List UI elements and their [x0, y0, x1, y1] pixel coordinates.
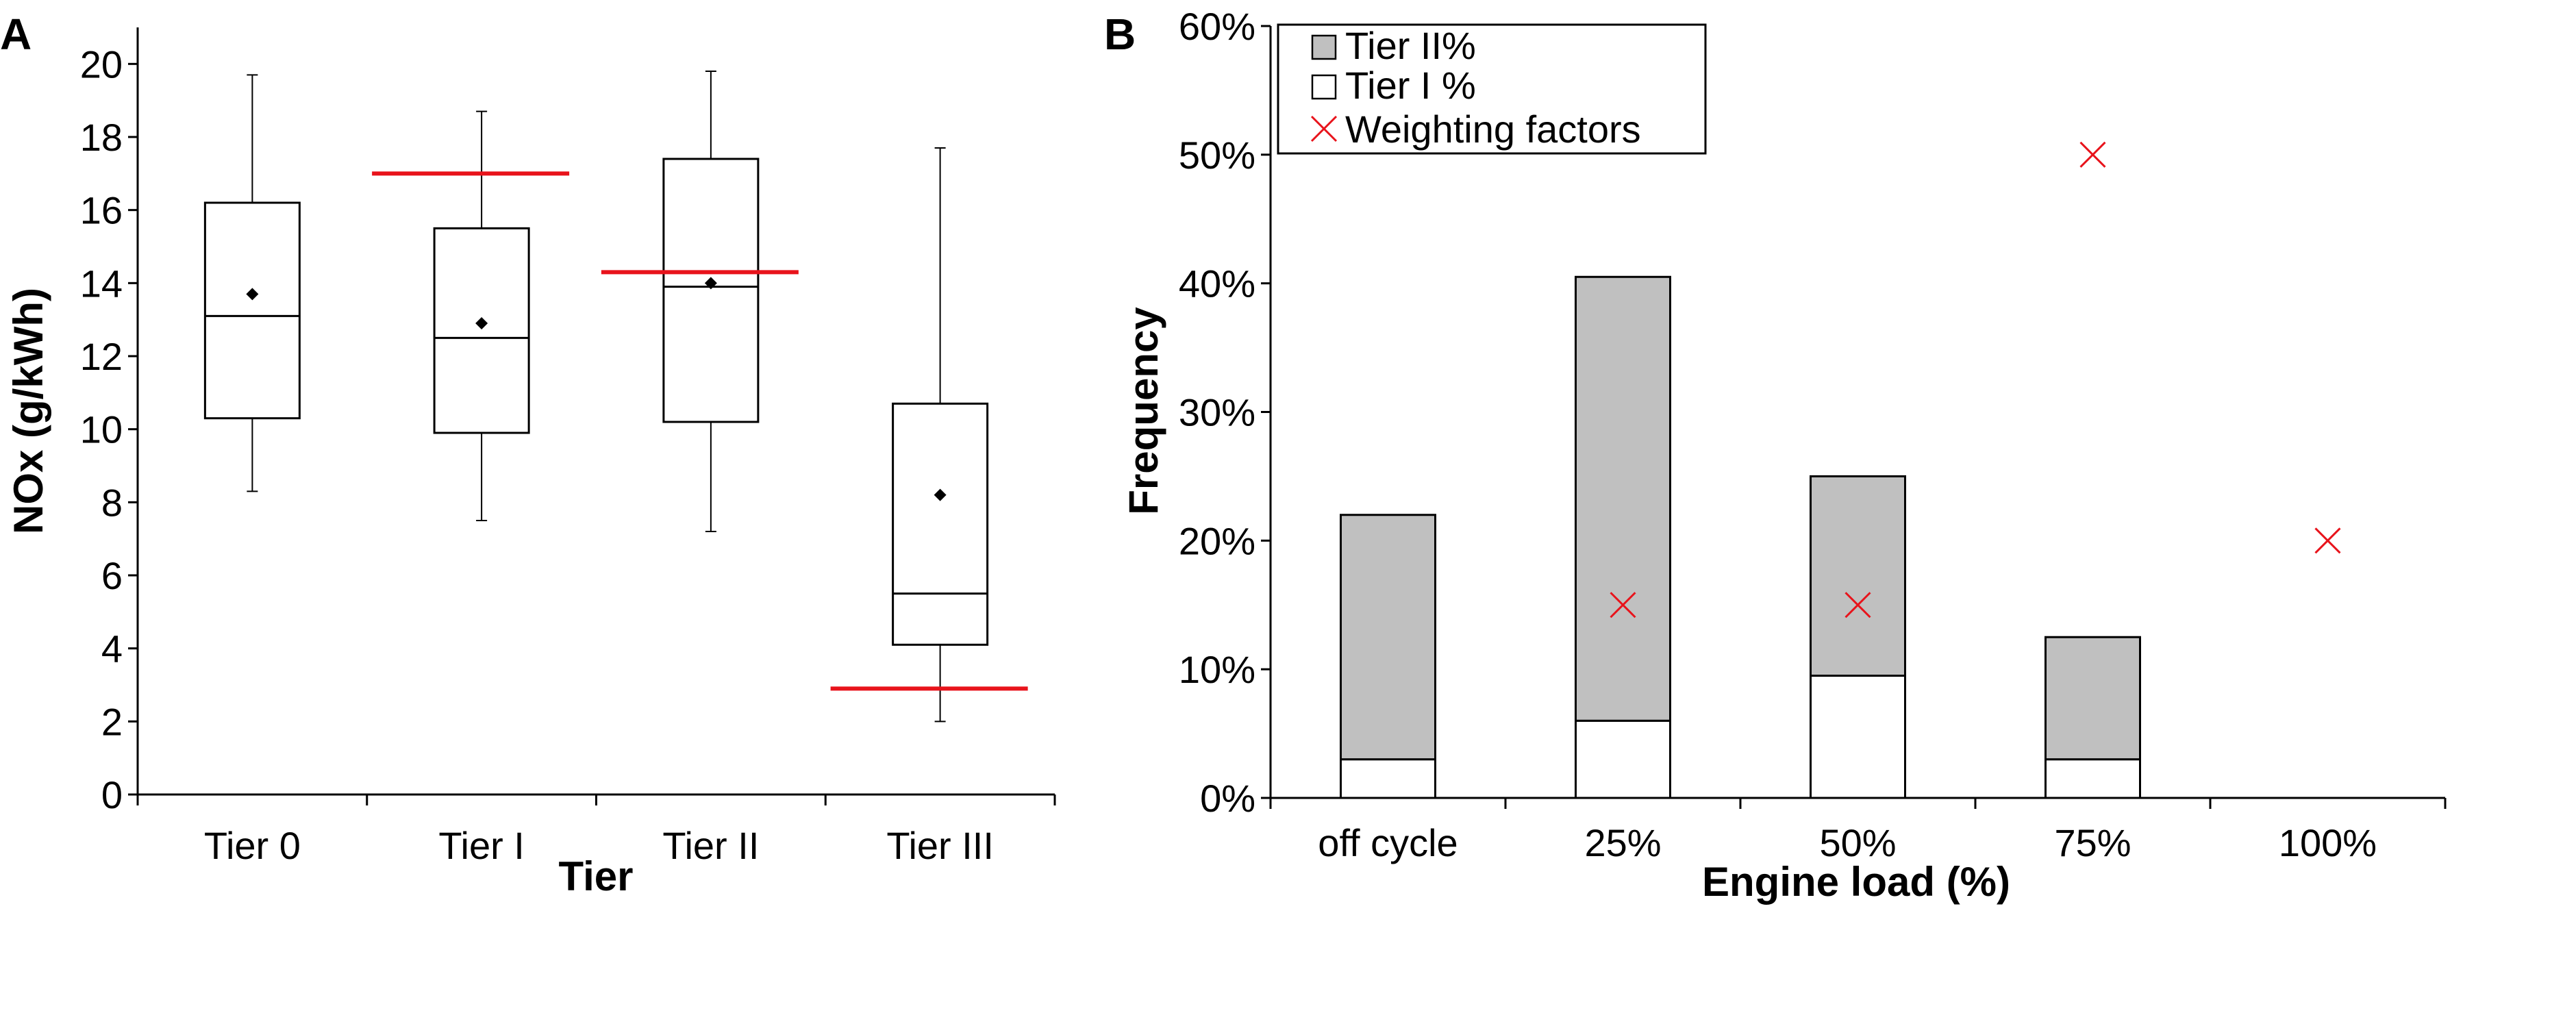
weighting-factor-marker — [1845, 592, 1871, 618]
x-tick-label: Tier II — [662, 824, 759, 867]
legend-marker-weighting — [1310, 115, 1338, 142]
x-tick-label: off cycle — [1318, 821, 1458, 864]
legend-label-weighting: Weighting factors — [1345, 108, 1641, 151]
iqr-box — [892, 402, 989, 646]
y-tick-label: 20 — [80, 42, 123, 86]
weighting-factor-marker — [2314, 527, 2341, 554]
y-tick-label: 20% — [1179, 519, 1255, 562]
bar-tier-ii — [2044, 636, 2141, 761]
y-tick-label: 10 — [80, 408, 123, 451]
legend: Tier II% Tier I % Weighting factors — [1277, 23, 1707, 155]
panel-a-x-axis-title: Tier — [559, 853, 634, 899]
box-tier-iii — [830, 147, 1028, 723]
legend-box — [1277, 23, 1707, 155]
y-tick-label: 16 — [80, 189, 123, 232]
mean-marker — [475, 317, 488, 329]
weighting-factor-marker — [2079, 141, 2106, 168]
y-tick-label: 10% — [1179, 648, 1255, 691]
y-tick-label: 18 — [80, 116, 123, 159]
legend-label-tier-ii: Tier II% — [1345, 24, 1476, 67]
bar-tier-ii — [1810, 475, 1906, 677]
x-tick-label: 100% — [2279, 821, 2377, 864]
bar-tier-i — [2044, 758, 2141, 799]
bar-tier-i — [1575, 719, 1671, 799]
y-tick-label: 30% — [1179, 391, 1255, 434]
weighting-factor-marker — [1610, 592, 1636, 618]
y-tick-label: 4 — [101, 627, 123, 671]
x-tick-label: 25% — [1584, 821, 1661, 864]
x-tick-label: Tier I — [438, 824, 524, 867]
y-tick-label: 50% — [1179, 134, 1255, 177]
legend-swatch-tier-i — [1311, 74, 1337, 100]
y-tick-label: 14 — [80, 262, 123, 305]
y-tick-label: 12 — [80, 335, 123, 378]
panel-b: B 0% 10% 20% 30% 40% 50% 60% off cycle 25% 50% 75… — [1104, 5, 2447, 905]
panel-b-letter: B — [1104, 10, 1136, 59]
panel-b-y-axis-title: Frequency — [1121, 307, 1166, 515]
legend-swatch-tier-ii — [1311, 34, 1337, 60]
mean-marker — [704, 277, 717, 290]
mean-marker — [934, 488, 947, 501]
x-tick-label: 75% — [2054, 821, 2131, 864]
box-tier-ii — [601, 71, 799, 532]
panel-a: A 0 2 4 6 8 10 12 14 16 18 20 Tier 0 Tier I Tier II T… — [0, 10, 1056, 899]
y-tick-label: 0 — [101, 773, 123, 816]
x-tick-label: 50% — [1819, 821, 1896, 864]
legend-label-tier-i: Tier I % — [1345, 64, 1476, 107]
bar-tier-i — [1810, 675, 1906, 799]
box-tier-i — [372, 110, 570, 521]
y-tick-label: 40% — [1179, 262, 1255, 305]
y-tick-label: 60% — [1179, 5, 1255, 48]
y-tick-label: 8 — [101, 481, 123, 524]
bar-tier-ii — [1340, 514, 1436, 761]
x-tick-label: Tier III — [886, 824, 994, 867]
y-tick-label: 2 — [101, 700, 123, 743]
x-tick-label: Tier 0 — [204, 824, 301, 867]
y-tick-label: 6 — [101, 554, 123, 597]
bar-tier-ii — [1575, 275, 1671, 722]
y-tick-label: 0% — [1200, 777, 1255, 820]
iqr-box — [662, 158, 760, 423]
mean-marker — [246, 288, 259, 301]
bar-tier-i — [1340, 758, 1436, 799]
box-tier-0 — [203, 74, 301, 492]
iqr-box — [433, 227, 530, 434]
panel-a-y-axis-title: NOx (g/kWh) — [5, 288, 51, 534]
panel-a-letter: A — [0, 10, 32, 59]
panel-b-x-axis-title: Engine load (%) — [1702, 859, 2010, 905]
iqr-box — [203, 201, 301, 420]
